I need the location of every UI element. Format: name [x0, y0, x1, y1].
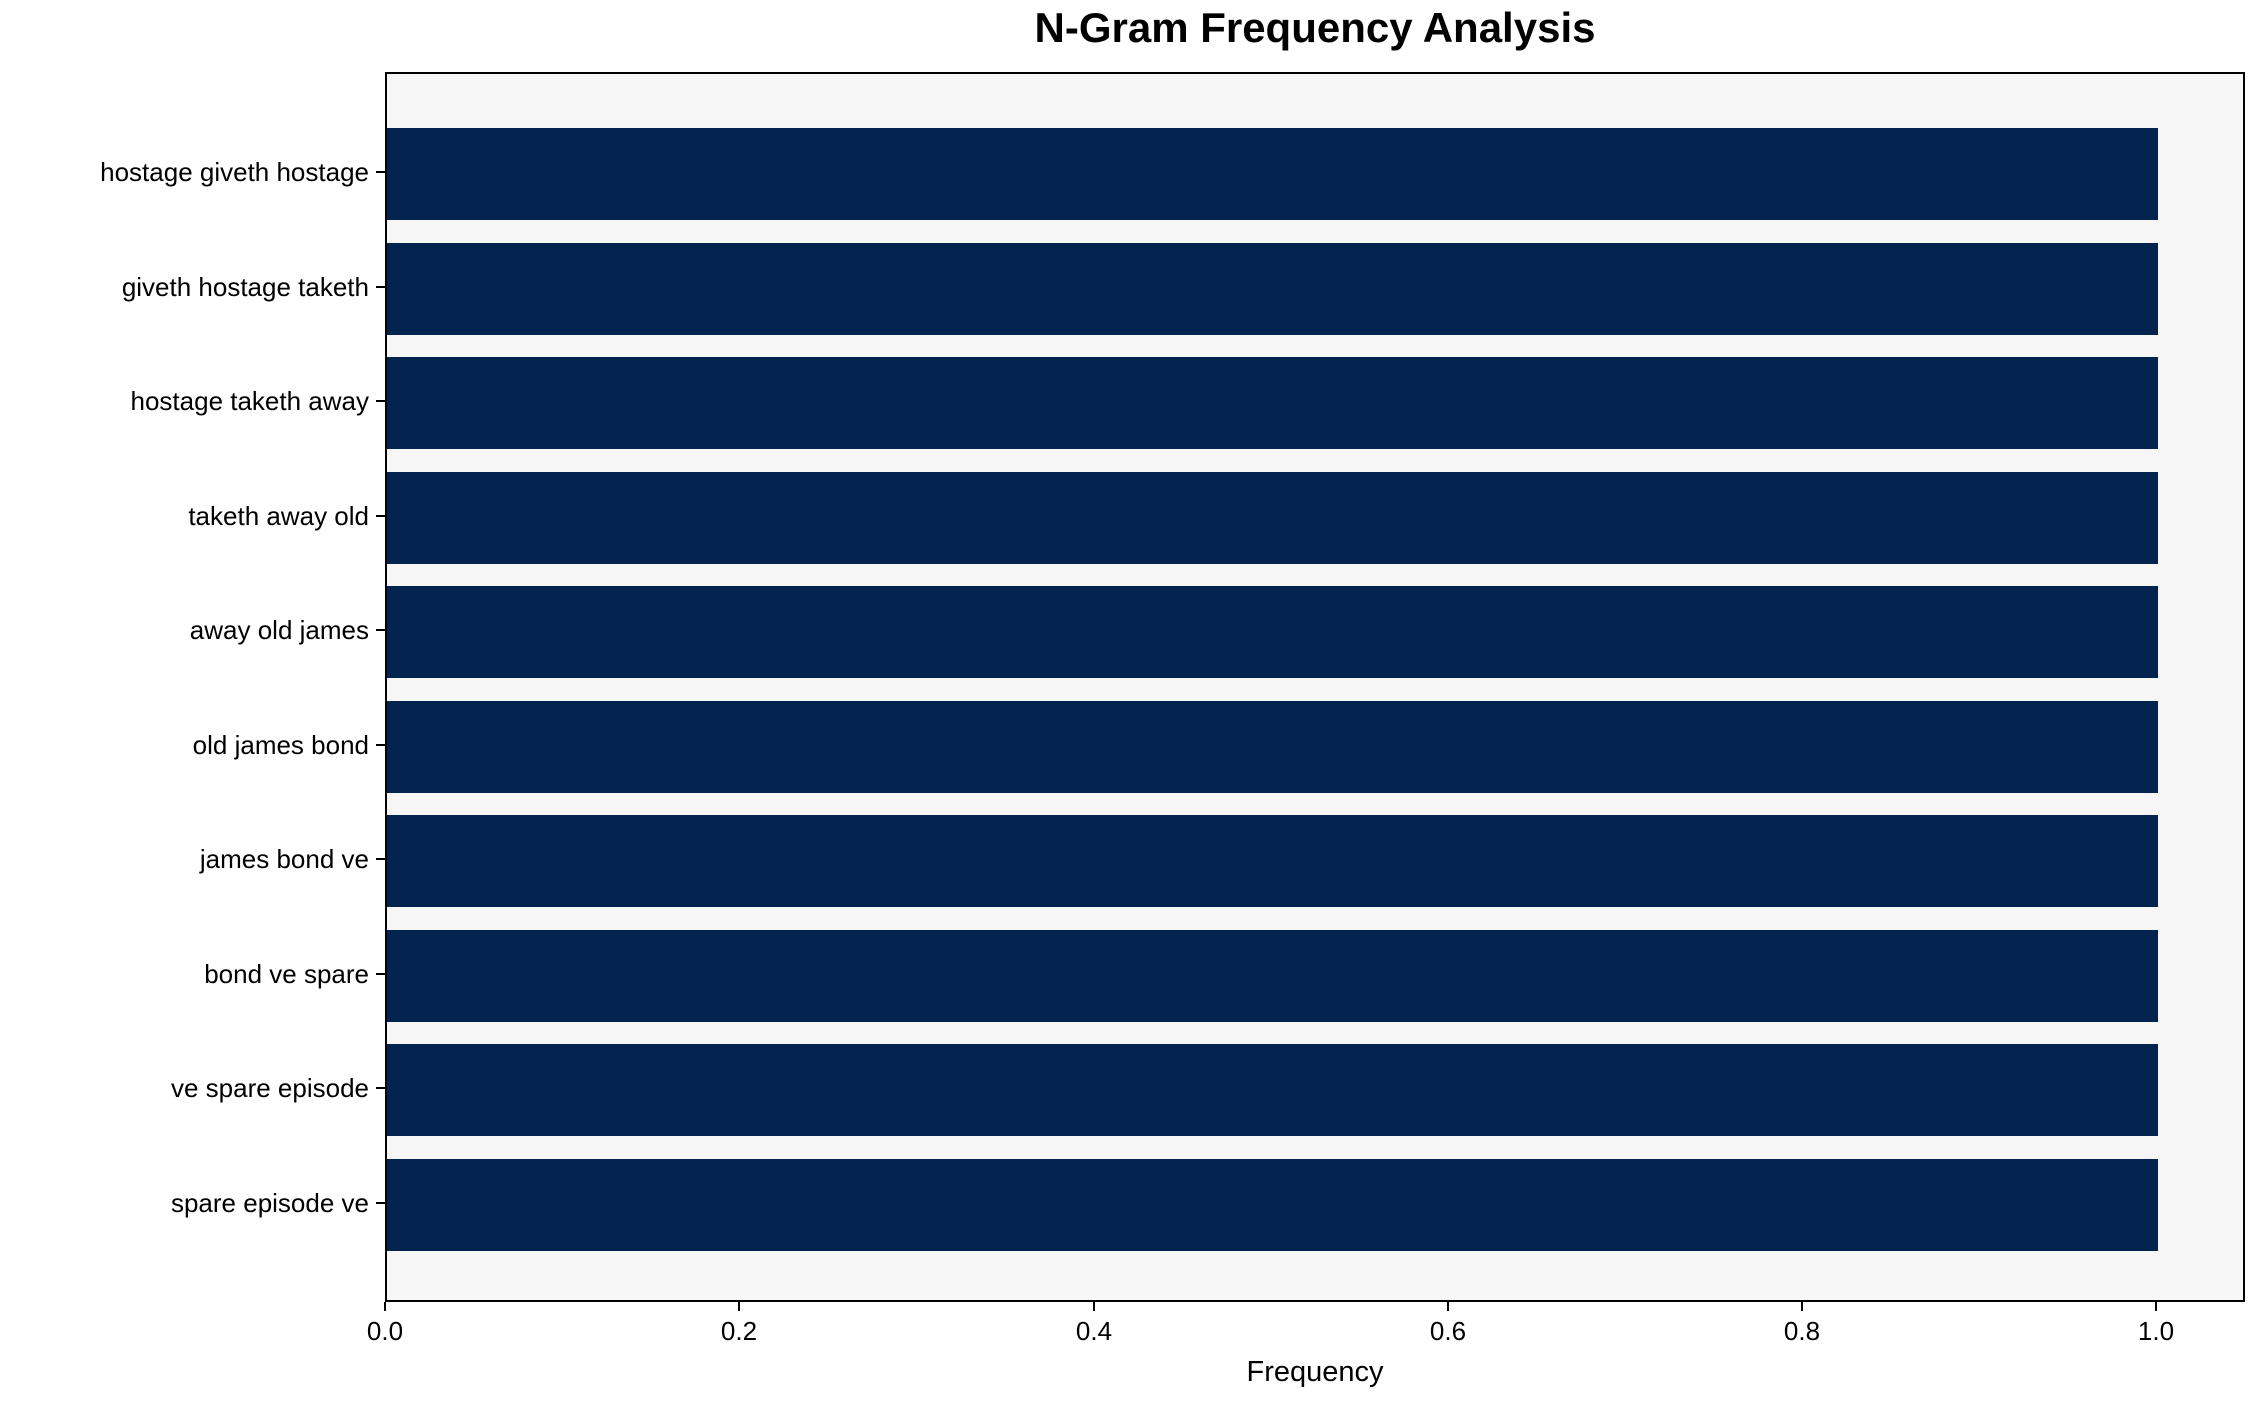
y-tick-label: old james bond [192, 730, 369, 760]
y-tick-label: away old james [189, 615, 369, 645]
bar [387, 357, 2158, 449]
x-tick-label: 1.0 [2137, 1316, 2175, 1346]
x-tick-label: 0.0 [366, 1316, 404, 1346]
y-tick-label: hostage giveth hostage [100, 157, 369, 187]
x-tick-label: 0.6 [1429, 1316, 1467, 1346]
y-tick-mark [376, 171, 385, 173]
bar [387, 472, 2158, 564]
bar [387, 930, 2158, 1022]
y-tick-mark [376, 400, 385, 402]
bar [387, 701, 2158, 793]
x-tick-mark [738, 1302, 740, 1311]
y-tick-mark [376, 629, 385, 631]
y-tick-label: ve spare episode [170, 1073, 369, 1103]
y-tick-label: hostage taketh away [130, 386, 370, 416]
y-tick-mark [376, 515, 385, 517]
y-tick-mark [376, 1202, 385, 1204]
bar [387, 128, 2158, 220]
x-tick-mark [2155, 1302, 2157, 1311]
x-tick-mark [1447, 1302, 1449, 1311]
y-tick-mark [376, 1087, 385, 1089]
x-tick-label: 0.8 [1783, 1316, 1821, 1346]
x-tick-label: 0.2 [720, 1316, 758, 1346]
x-tick-mark [1801, 1302, 1803, 1311]
y-tick-mark [376, 858, 385, 860]
bar [387, 243, 2158, 335]
y-tick-label: giveth hostage taketh [121, 272, 369, 302]
y-tick-mark [376, 973, 385, 975]
chart-title: N-Gram Frequency Analysis [1034, 4, 1596, 51]
y-tick-mark [376, 744, 385, 746]
bar [387, 1159, 2158, 1251]
y-tick-label: taketh away old [188, 501, 369, 531]
plot-area [385, 72, 2245, 1302]
x-tick-label: 0.4 [1075, 1316, 1113, 1346]
y-tick-label: james bond ve [199, 844, 369, 874]
x-tick-mark [384, 1302, 386, 1311]
y-tick-label: bond ve spare [204, 959, 369, 989]
x-tick-mark [1093, 1302, 1095, 1311]
bar [387, 1044, 2158, 1136]
y-tick-mark [376, 286, 385, 288]
bar [387, 586, 2158, 678]
x-axis-title: Frequency [1246, 1356, 1384, 1388]
bar [387, 815, 2158, 907]
y-tick-label: spare episode ve [170, 1188, 369, 1218]
